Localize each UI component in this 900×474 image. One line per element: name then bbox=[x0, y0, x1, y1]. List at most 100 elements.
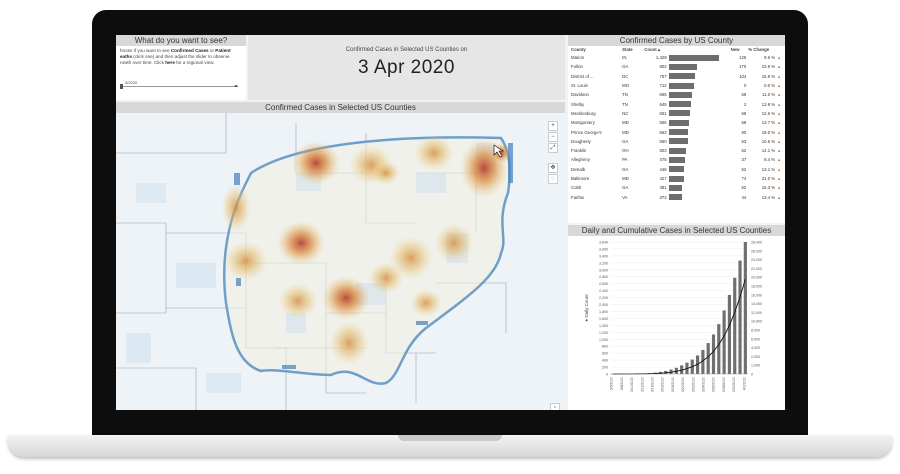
count-bar bbox=[668, 63, 697, 70]
current-date: 3 Apr 2020 bbox=[358, 57, 455, 78]
patient-deaths-link[interactable]: Patient bbox=[215, 48, 231, 53]
cell-new: 104 bbox=[739, 73, 747, 79]
cell-county: Dougherty bbox=[571, 138, 591, 144]
trend-up-icon: ▲ bbox=[777, 55, 782, 61]
trend-up-icon: ▲ bbox=[777, 83, 782, 89]
cell-bar bbox=[668, 174, 730, 183]
table-row[interactable]: St. Louis MO 712 0 0.0 % ▲ bbox=[568, 81, 785, 90]
count-bar bbox=[668, 184, 683, 191]
y-left-tick-label: 2,600 bbox=[599, 282, 608, 286]
table-row[interactable]: Montgomery MD 566 68 13.7 % ▲ bbox=[568, 118, 785, 127]
y-left-tick-label: 3,000 bbox=[599, 268, 608, 272]
count-bar bbox=[668, 194, 682, 201]
col-pct[interactable]: % Change bbox=[748, 47, 770, 52]
daily-bar bbox=[717, 324, 721, 374]
slider-track[interactable] bbox=[120, 86, 238, 87]
table-row[interactable]: Prince George's MD 563 90 19.0 % ▲ bbox=[568, 127, 785, 136]
cell-bar bbox=[668, 127, 730, 136]
col-county[interactable]: County bbox=[571, 47, 586, 52]
zoom-in-button[interactable]: + bbox=[548, 121, 558, 131]
chart-panel: Daily and Cumulative Cases in Selected U… bbox=[568, 225, 785, 410]
trend-up-icon: ▲ bbox=[777, 73, 782, 79]
y-left-tick-label: 2,200 bbox=[599, 296, 608, 300]
confirmed-cases-link[interactable]: Confirmed Cases bbox=[170, 48, 209, 53]
col-count[interactable]: Count ▴ bbox=[644, 46, 661, 52]
cell-bar bbox=[668, 165, 730, 174]
table-row[interactable]: Baltimore MD 427 74 21.0 % ▲ bbox=[568, 174, 785, 183]
trend-up-icon: ▲ bbox=[777, 157, 782, 163]
cell-count: 427 bbox=[659, 176, 667, 181]
cell-bar bbox=[668, 62, 730, 71]
daily-bar bbox=[727, 294, 732, 374]
y-right-tick-label: 20,000 bbox=[751, 276, 762, 280]
slider-knob[interactable] bbox=[120, 84, 123, 89]
lasso-icon[interactable]: ◌ bbox=[548, 174, 558, 184]
cell-pct: 23.9 % bbox=[761, 64, 776, 70]
table-row[interactable]: Mecklenburg NC 601 68 12.6 % ▲ bbox=[568, 109, 785, 118]
trend-up-icon: ▲ bbox=[777, 148, 782, 154]
cell-pct: 21.0 % bbox=[761, 176, 776, 181]
date-slider[interactable]: 3/2020 ◂▸ bbox=[120, 80, 238, 89]
y-right-tick-label: 4,000 bbox=[751, 346, 760, 350]
zoom-out-button[interactable]: − bbox=[548, 132, 558, 142]
y-left-tick-label: 3,840 bbox=[599, 241, 608, 245]
x-tick-label: 3/22/2020 bbox=[691, 377, 695, 392]
map-title: Confirmed Cases in Selected US Counties bbox=[116, 102, 565, 113]
y-right-tick-label: 22,000 bbox=[751, 267, 762, 271]
cell-state: MD bbox=[622, 129, 629, 135]
col-trend bbox=[776, 46, 785, 53]
table-row[interactable]: Cobb GA 391 52 15.3 % ▲ bbox=[568, 183, 785, 192]
x-tick-label: 3/20/2020 bbox=[681, 377, 685, 392]
y-right-tick-label: 2,000 bbox=[751, 355, 760, 359]
county-table-body: Marion IN 1,429 125 9.6 % ▲ Fulton GA 802 170 23.9… bbox=[568, 53, 785, 202]
cell-county: Mecklenburg bbox=[571, 110, 596, 116]
count-bar bbox=[668, 129, 689, 136]
cell-count: 475 bbox=[659, 157, 667, 163]
count-bar bbox=[668, 91, 693, 98]
reset-view-icon[interactable]: ⤢ bbox=[548, 143, 558, 153]
cell-pct: 13.4 % bbox=[761, 194, 776, 200]
cell-count: 566 bbox=[659, 120, 667, 126]
y-right-tick-label: 1,000 bbox=[751, 364, 760, 368]
cell-pct: 13.8 % bbox=[761, 101, 776, 107]
cell-pct: 15.3 % bbox=[761, 185, 776, 191]
regional-view-link[interactable]: here bbox=[165, 60, 175, 65]
map-options-icon[interactable]: ▫ bbox=[550, 403, 560, 410]
y-left-tick-label: 800 bbox=[602, 345, 608, 349]
table-row[interactable]: Shelby TN 645 2 13.8 % ▲ bbox=[568, 99, 785, 108]
table-row[interactable]: Franklin OH 503 62 14.1 % ▲ bbox=[568, 146, 785, 155]
table-row[interactable]: Marion IN 1,429 125 9.6 % ▲ bbox=[568, 53, 785, 62]
cell-county: Montgomery bbox=[571, 120, 595, 126]
table-row[interactable]: DeKalb GA 448 52 13.1 % ▲ bbox=[568, 165, 785, 174]
table-row[interactable]: Allegheny PA 475 37 8.4 % ▲ bbox=[568, 155, 785, 164]
table-row[interactable]: Fairfax VA 372 44 13.4 % ▲ bbox=[568, 192, 785, 201]
cell-count: 757 bbox=[659, 73, 667, 79]
slider-step-buttons[interactable]: ◂▸ bbox=[233, 83, 238, 88]
trend-up-icon: ▲ bbox=[777, 92, 782, 98]
laptop-base bbox=[8, 435, 892, 457]
count-bar bbox=[668, 175, 684, 182]
col-state[interactable]: State bbox=[622, 47, 633, 52]
cell-count: 503 bbox=[659, 148, 667, 154]
trend-up-icon: ▲ bbox=[777, 101, 782, 107]
cell-county: District of ... bbox=[571, 73, 594, 79]
cell-state: PA bbox=[622, 157, 628, 163]
table-row[interactable]: Davidson TN 665 68 11.0 % ▲ bbox=[568, 90, 785, 99]
table-row[interactable]: Fulton GA 802 170 23.9 % ▲ bbox=[568, 62, 785, 71]
pan-icon[interactable]: ✥ bbox=[548, 163, 558, 173]
y-left-tick-label: 3,400 bbox=[599, 254, 608, 258]
table-row[interactable]: Dougherty GA 560 53 10.5 % ▲ bbox=[568, 137, 785, 146]
heat-map[interactable]: + − ⤢ ✥ ◌ ▫ bbox=[116, 113, 565, 410]
x-tick-label: 3/8/2020 bbox=[620, 377, 624, 390]
cell-bar bbox=[668, 72, 730, 81]
col-new[interactable]: New bbox=[730, 47, 740, 52]
y-right-tick-label: 8,000 bbox=[751, 329, 760, 333]
x-tick-label: 3/12/2020 bbox=[640, 377, 644, 392]
cell-county: Fulton bbox=[571, 64, 583, 70]
cell-new: 2 bbox=[743, 101, 747, 107]
cell-count: 372 bbox=[659, 194, 667, 200]
laptop-notch bbox=[398, 435, 502, 441]
table-row[interactable]: District of ... DC 757 104 15.9 % ▲ bbox=[568, 72, 785, 81]
y-left-tick-label: 1,000 bbox=[599, 338, 608, 342]
